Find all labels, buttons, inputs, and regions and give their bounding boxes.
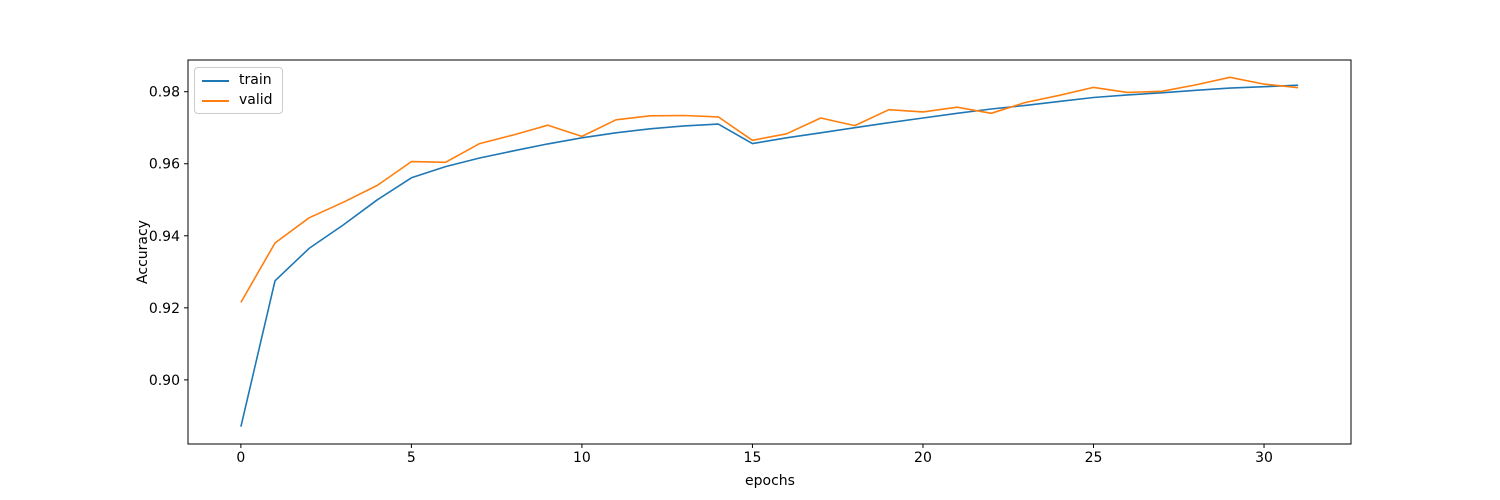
train-line-swatch-icon (202, 79, 229, 82)
x-tick-label: 15 (744, 450, 762, 466)
legend-item-valid: valid (202, 93, 273, 108)
y-tick-label: 0.96 (149, 157, 180, 173)
y-tick-label: 0.98 (149, 85, 180, 101)
x-tick-label: 0 (236, 450, 245, 466)
y-tick-label: 0.92 (149, 301, 180, 317)
x-tick-label: 30 (1255, 450, 1273, 466)
legend-label: train (239, 72, 272, 88)
x-tick-label: 25 (1085, 450, 1103, 466)
valid-line (240, 76, 1299, 303)
legend-label: valid (239, 92, 273, 108)
train-line (240, 84, 1299, 427)
y-axis-label: Accuracy (135, 220, 151, 284)
y-tick-label: 0.94 (149, 229, 180, 245)
x-tick-label: 20 (914, 450, 932, 466)
legend-item-train: train (202, 73, 273, 88)
x-axis-label: epochs (745, 473, 795, 489)
legend: train valid (194, 67, 283, 114)
valid-line-swatch-icon (202, 99, 229, 102)
y-tick-label: 0.90 (149, 373, 180, 389)
x-tick-label: 5 (407, 450, 416, 466)
x-tick-label: 10 (573, 450, 591, 466)
axes-frame (187, 59, 1352, 445)
